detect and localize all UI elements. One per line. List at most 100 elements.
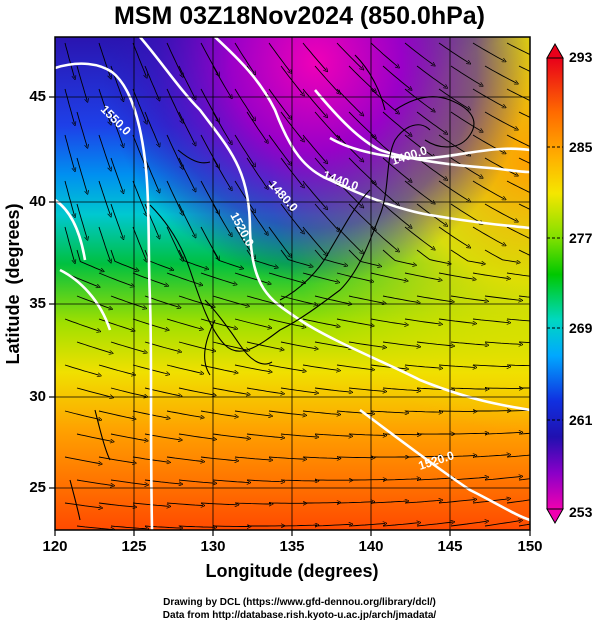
streamline (144, 249, 172, 270)
streamline (518, 249, 530, 256)
streamline (64, 364, 100, 375)
streamline (450, 203, 482, 223)
streamline (280, 341, 316, 349)
streamline (64, 226, 75, 262)
streamline (484, 477, 521, 481)
streamline (438, 88, 469, 109)
streamline (234, 180, 254, 211)
map-title: MSM 03Z18Nov2024 (850.0hPa) (113, 2, 485, 30)
streamline (302, 134, 326, 162)
streamline (76, 295, 111, 309)
streamline (76, 111, 87, 147)
streamline (110, 387, 146, 397)
lat-lon-grid (55, 37, 530, 530)
streamline (438, 272, 474, 279)
streamline (416, 65, 446, 87)
streamline (518, 523, 530, 527)
streamline (348, 111, 375, 137)
streamline (178, 433, 215, 439)
streamline (234, 134, 254, 165)
streamline (200, 272, 235, 284)
streamline (518, 65, 530, 72)
streamline (166, 456, 203, 462)
streamline (314, 157, 339, 185)
streamline (110, 111, 123, 146)
streamline (370, 180, 398, 205)
streamline (302, 226, 326, 254)
streamline (200, 364, 236, 373)
streamline (166, 410, 202, 417)
streamline (76, 203, 87, 239)
streamline (348, 65, 375, 91)
streamline (484, 295, 521, 300)
streamline (246, 157, 267, 188)
streamline (336, 42, 362, 69)
streamline (280, 480, 317, 481)
streamline (404, 42, 434, 65)
streamline (518, 341, 530, 344)
streamline (98, 502, 135, 507)
colorbar-tick-label: 277 (569, 230, 593, 246)
streamline (336, 272, 372, 281)
streamline (132, 42, 146, 76)
streamline (518, 111, 530, 118)
streamline (268, 134, 290, 164)
streamline (506, 499, 530, 504)
streamline (234, 410, 271, 416)
streamline (518, 203, 530, 210)
x-tick-label: 120 (42, 538, 67, 555)
streamline (76, 341, 111, 353)
streamline (314, 341, 351, 348)
streamline (166, 88, 182, 122)
streamline (450, 111, 482, 131)
colorbar-scale (546, 57, 564, 510)
streamline (64, 88, 75, 124)
streamline (110, 203, 123, 238)
streamline (268, 272, 304, 283)
streamline (200, 456, 237, 461)
streamline (450, 249, 484, 264)
streamline (382, 111, 411, 135)
streamline (98, 272, 133, 286)
streamline (144, 157, 159, 191)
streamline (246, 433, 283, 438)
streamline (212, 479, 249, 483)
streamline (64, 502, 101, 508)
streamline (200, 503, 237, 505)
streamline (450, 433, 487, 434)
footer-credit-dcl: Drawing by DCL (https://www.gfd-dennou.o… (163, 597, 436, 608)
streamline (166, 226, 182, 260)
streamline (438, 42, 469, 63)
streamline (472, 455, 509, 458)
streamline (98, 318, 133, 330)
streamline (302, 457, 339, 459)
streamline (166, 42, 182, 76)
streamline (450, 388, 487, 389)
streamline (212, 157, 231, 189)
streamline (404, 226, 434, 249)
y-tick-label: 25 (29, 479, 46, 496)
streamline (370, 272, 406, 281)
streamline (98, 456, 135, 463)
streamline (110, 433, 146, 441)
streamline (268, 456, 305, 459)
x-tick-label: 145 (437, 538, 462, 555)
streamline (416, 157, 446, 179)
streamline (336, 88, 362, 115)
streamline (404, 88, 434, 111)
streamline (506, 409, 530, 412)
streamline (416, 111, 446, 133)
streamline (382, 387, 419, 391)
streamline (450, 341, 487, 345)
streamline (212, 65, 231, 97)
streamline (336, 410, 373, 414)
streamline (450, 521, 487, 527)
streamline (314, 111, 339, 139)
streamline (302, 88, 326, 116)
streamline (416, 249, 449, 264)
streamline (166, 364, 202, 373)
streamline (348, 387, 385, 391)
streamline (450, 157, 482, 177)
colorbar: 293 285 277 269 261 253 (546, 42, 593, 525)
